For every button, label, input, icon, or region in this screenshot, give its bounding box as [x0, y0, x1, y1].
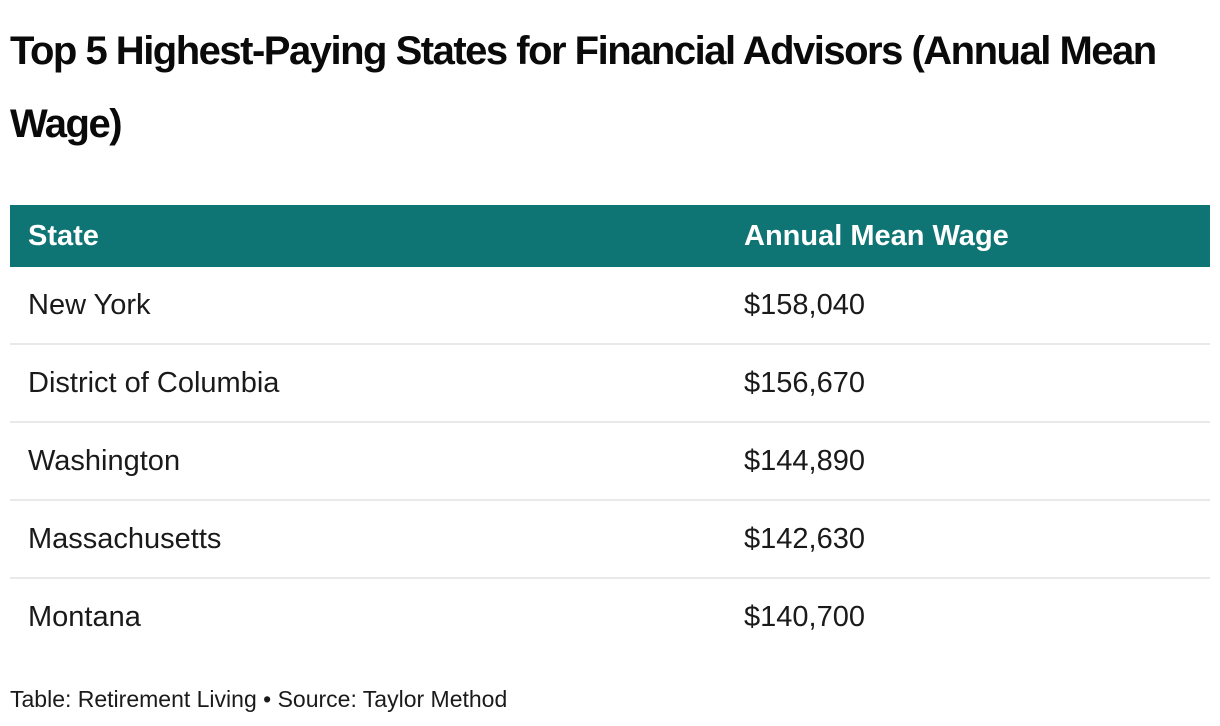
state-cell: Massachusetts [28, 522, 222, 555]
column-header-wage: Annual Mean Wage [744, 219, 1009, 252]
state-cell: New York [28, 288, 151, 321]
wage-cell: $144,890 [744, 444, 865, 477]
table-row: Washington $144,890 [10, 421, 1210, 499]
table-credit: Table: Retirement Living • Source: Taylo… [10, 686, 508, 712]
state-cell: Montana [28, 600, 141, 633]
wage-cell: $140,700 [744, 600, 865, 633]
state-cell: District of Columbia [28, 366, 280, 399]
table-row: District of Columbia $156,670 [10, 343, 1210, 421]
column-header-state: State [28, 219, 99, 252]
table-header-row: State Annual Mean Wage [10, 205, 1210, 267]
wage-cell: $142,630 [744, 522, 865, 555]
data-table: State Annual Mean Wage New York $158,040… [10, 205, 1210, 655]
state-cell: Washington [28, 444, 181, 477]
table-row: New York $158,040 [10, 267, 1210, 343]
page-title: Top 5 Highest-Paying States for Financia… [10, 29, 1157, 146]
table-row: Montana $140,700 [10, 577, 1210, 655]
wage-cell: $156,670 [744, 366, 865, 399]
wage-cell: $158,040 [744, 288, 865, 321]
table-row: Massachusetts $142,630 [10, 499, 1210, 577]
